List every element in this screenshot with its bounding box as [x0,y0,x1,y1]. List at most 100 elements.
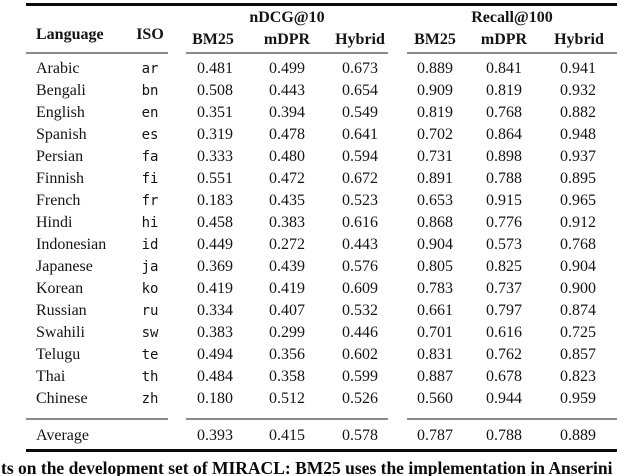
column-header-ndcg-hybrid: Hybrid [335,31,385,48]
ndcg-mdpr-cell: 0.299 [269,324,305,341]
table-row: Japanese ja 0.369 0.439 0.576 0.805 0.82… [26,256,617,278]
ndcg-hybrid-cell: 0.526 [342,390,378,407]
ndcg-hybrid-cell: 0.673 [342,60,378,77]
table-row: Finnish fi 0.551 0.472 0.672 0.891 0.788… [26,168,617,190]
ndcg-bm25-cell: 0.180 [197,390,233,407]
ndcg-bm25-cell: 0.484 [197,368,233,385]
header-rule-ndcg [186,52,388,54]
recall-mdpr-cell: 0.762 [486,346,522,363]
recall-hybrid-cell: 0.912 [560,214,596,231]
recall-hybrid-cell: 0.948 [560,126,596,143]
ndcg-bm25-cell: 0.419 [197,280,233,297]
ndcg-bm25-cell: 0.319 [197,126,233,143]
ndcg-hybrid-cell: 0.446 [342,324,378,341]
table-row: Persian fa 0.333 0.480 0.594 0.731 0.898… [26,146,617,168]
recall-bm25-cell: 0.891 [417,170,453,187]
column-header-recall-bm25: BM25 [414,31,456,48]
language-cell: Finnish [36,170,85,187]
recall-mdpr-cell: 0.768 [486,104,522,121]
iso-cell: ko [141,281,159,297]
ndcg-hybrid-cell: 0.594 [342,148,378,165]
ndcg-mdpr-cell: 0.356 [269,346,305,363]
recall-mdpr-cell: 0.864 [486,126,522,143]
column-header-ndcg-bm25: BM25 [192,31,234,48]
language-cell: Korean [36,280,84,297]
language-cell: French [36,192,81,209]
ndcg-mdpr-cell: 0.472 [269,170,305,187]
ndcg-mdpr-cell: 0.512 [269,390,305,407]
recall-hybrid-cell: 0.725 [560,324,596,341]
recall-mdpr-cell: 0.915 [486,192,522,209]
language-cell: Telugu [36,346,81,363]
iso-cell: fr [141,193,159,209]
language-cell: Russian [36,302,87,319]
caption-text: ts on the development set of MIRACL: BM2… [1,458,613,476]
iso-cell: te [141,347,159,363]
recall-bm25-cell: 0.831 [417,346,453,363]
language-cell: Chinese [36,390,88,407]
column-header-iso: ISO [136,26,164,43]
ndcg-bm25-cell: 0.383 [197,324,233,341]
recall-mdpr-cell: 0.788 [486,170,522,187]
ndcg-hybrid-cell: 0.549 [342,104,378,121]
table-row: Chinese zh 0.180 0.512 0.526 0.560 0.944… [26,388,617,410]
recall-mdpr-cell: 0.797 [486,302,522,319]
average-recall-bm25: 0.787 [417,427,453,444]
ndcg-bm25-cell: 0.551 [197,170,233,187]
ndcg-hybrid-cell: 0.599 [342,368,378,385]
language-cell: Swahili [36,324,85,341]
table-row: Telugu te 0.494 0.356 0.602 0.831 0.762 … [26,344,617,366]
recall-bm25-cell: 0.702 [417,126,453,143]
ndcg-mdpr-cell: 0.478 [269,126,305,143]
ndcg-hybrid-cell: 0.609 [342,280,378,297]
recall-mdpr-cell: 0.841 [486,60,522,77]
language-cell: English [36,104,85,121]
recall-hybrid-cell: 0.959 [560,390,596,407]
table-body: Arabic ar 0.481 0.499 0.673 0.889 0.841 … [26,58,617,410]
recall-bm25-cell: 0.783 [417,280,453,297]
recall-hybrid-cell: 0.895 [560,170,596,187]
recall-hybrid-cell: 0.768 [560,236,596,253]
ndcg-hybrid-cell: 0.641 [342,126,378,143]
language-cell: Arabic [36,60,80,77]
recall-mdpr-cell: 0.737 [486,280,522,297]
column-group-ndcg10: nDCG@10 [249,9,325,26]
column-group-recall100: Recall@100 [471,9,553,26]
ndcg-bm25-cell: 0.369 [197,258,233,275]
recall-mdpr-cell: 0.776 [486,214,522,231]
header-rule-language [26,52,168,54]
average-recall-hybrid: 0.889 [560,427,596,444]
recall-hybrid-cell: 0.882 [560,104,596,121]
iso-cell: fa [141,149,159,165]
ndcg-mdpr-cell: 0.439 [269,258,305,275]
iso-cell: hi [141,215,159,231]
table-row: Russian ru 0.334 0.407 0.532 0.661 0.797… [26,300,617,322]
results-table: Arabic ar 0.481 0.499 0.673 0.889 0.841 … [26,58,617,410]
ndcg-hybrid-cell: 0.523 [342,192,378,209]
column-header-recall-hybrid: Hybrid [554,31,604,48]
average-ndcg-hybrid: 0.578 [342,427,378,444]
recall-bm25-cell: 0.805 [417,258,453,275]
average-label: Average [36,427,89,444]
table-row: Arabic ar 0.481 0.499 0.673 0.889 0.841 … [26,58,617,80]
table-row: Swahili sw 0.383 0.299 0.446 0.701 0.616… [26,322,617,344]
recall-bm25-cell: 0.868 [417,214,453,231]
language-cell: Japanese [36,258,93,275]
ndcg-bm25-cell: 0.458 [197,214,233,231]
recall-hybrid-cell: 0.932 [560,82,596,99]
ndcg-bm25-cell: 0.449 [197,236,233,253]
language-cell: Thai [36,368,66,385]
iso-cell: sw [141,325,159,341]
language-cell: Persian [36,148,84,165]
recall-mdpr-cell: 0.678 [486,368,522,385]
ndcg-hybrid-cell: 0.654 [342,82,378,99]
recall-hybrid-cell: 0.874 [560,302,596,319]
ndcg-bm25-cell: 0.494 [197,346,233,363]
column-header-ndcg-mdpr: mDPR [263,31,311,48]
column-header-language: Language [36,26,104,43]
ndcg-mdpr-cell: 0.358 [269,368,305,385]
average-row: Average 0.393 0.415 0.578 0.787 0.788 0.… [26,424,617,448]
recall-hybrid-cell: 0.941 [560,60,596,77]
table-row: Korean ko 0.419 0.419 0.609 0.783 0.737 … [26,278,617,300]
